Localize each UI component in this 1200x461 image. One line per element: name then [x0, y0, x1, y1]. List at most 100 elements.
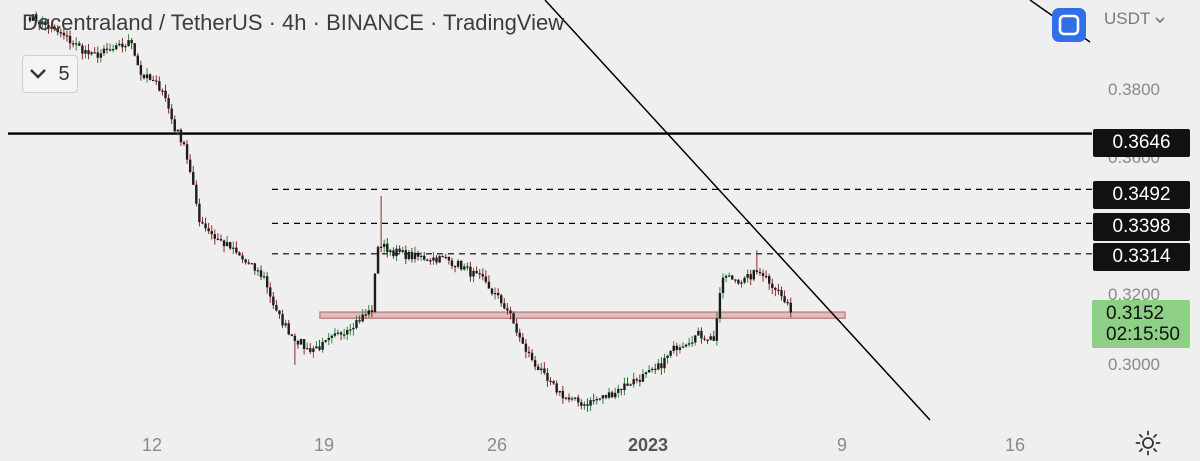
candle-body	[312, 348, 315, 352]
candle-body	[136, 55, 139, 66]
candle-body	[450, 260, 454, 267]
candle-body	[672, 345, 675, 351]
x-tick-label: 2023	[627, 435, 669, 455]
y-tick-label: 0.3200	[1108, 285, 1160, 304]
candle-body	[789, 302, 792, 313]
candle-body	[364, 314, 367, 316]
chevron-down-icon	[30, 69, 47, 79]
candle-body	[71, 43, 75, 45]
candle-body	[456, 260, 460, 267]
candle-body	[349, 329, 352, 331]
candle-body	[734, 279, 737, 281]
candle-body	[222, 240, 226, 247]
candle-body	[229, 242, 232, 249]
x-tick-label: 26	[486, 435, 508, 455]
candle-body	[727, 275, 731, 277]
candle-body	[225, 242, 229, 247]
candle-body	[290, 334, 293, 336]
candle-body	[34, 14, 38, 22]
candle-body	[419, 255, 423, 258]
candle-body	[373, 273, 377, 312]
candle-body	[580, 402, 583, 406]
candle-body	[564, 397, 568, 399]
candle-body	[185, 144, 189, 160]
candle-body	[647, 370, 651, 373]
candle-body	[638, 379, 642, 382]
candle-body	[265, 276, 269, 288]
candle-body	[561, 391, 565, 399]
candle-body	[358, 320, 361, 322]
candle-body	[650, 368, 654, 371]
currency-chevron-down-icon	[1155, 17, 1165, 24]
candle-body	[598, 398, 601, 400]
candle-body	[567, 397, 571, 400]
fullscreen-button[interactable]	[1052, 8, 1086, 42]
candle-body	[321, 341, 324, 350]
candle-body	[438, 256, 441, 263]
candle-body	[173, 119, 176, 132]
candle-body	[518, 332, 521, 338]
chart-title: Decentraland / TetherUS · 4h · BINANCE ·…	[22, 10, 565, 35]
candle-body	[718, 293, 722, 319]
candle-body	[669, 350, 672, 356]
candle-body	[93, 52, 96, 54]
candle-body	[654, 368, 657, 370]
candle-body	[700, 330, 703, 339]
candle-body	[161, 90, 164, 92]
candle-body	[626, 383, 629, 386]
level-label: 0.3492	[1093, 181, 1190, 209]
candle-body	[324, 340, 327, 342]
candle-body	[641, 374, 645, 382]
candle-body	[395, 248, 398, 257]
candle-body	[111, 49, 115, 51]
candle-body	[330, 335, 334, 338]
indicators-collapse-button[interactable]: 5	[22, 55, 78, 93]
x-tick-label: 19	[313, 435, 335, 455]
candle-body	[299, 339, 303, 345]
candle-body	[105, 48, 109, 50]
candle-body	[493, 293, 497, 295]
candle-body	[315, 346, 318, 349]
candle-body	[487, 281, 491, 289]
candle-body	[731, 275, 734, 280]
candle-body	[115, 45, 118, 50]
candle-body	[269, 287, 272, 297]
candle-body	[232, 247, 235, 249]
candle-body	[555, 383, 558, 393]
candle-body	[783, 296, 786, 303]
candle-body	[490, 288, 494, 294]
candle-body	[145, 74, 149, 79]
candle-body	[284, 323, 287, 326]
candle-body	[139, 65, 143, 75]
candle-body	[540, 368, 543, 371]
candle-body	[124, 46, 127, 48]
candle-body	[309, 348, 312, 352]
candle-body	[481, 274, 484, 277]
candle-body	[361, 314, 364, 322]
candle-body	[207, 228, 210, 232]
candle-body	[392, 250, 395, 257]
candle-body	[158, 81, 161, 91]
level-label: 0.3646	[1093, 129, 1190, 157]
chart-settings-button[interactable]	[1135, 430, 1161, 461]
candle-body	[179, 129, 183, 143]
candle-body	[401, 250, 404, 252]
candle-body	[678, 347, 682, 350]
candle-body	[558, 391, 561, 393]
candle-body	[28, 17, 32, 21]
candle-body	[342, 334, 346, 336]
candle-body	[210, 231, 213, 235]
candle-body	[786, 302, 789, 304]
candle-body	[201, 222, 204, 224]
candle-body	[614, 392, 617, 398]
candle-body	[506, 308, 509, 311]
candle-body	[604, 395, 608, 398]
currency-selector[interactable]: USDT	[1104, 9, 1165, 29]
candle-body	[287, 323, 290, 335]
candle-body	[595, 399, 598, 401]
candle-body	[118, 43, 121, 46]
candle-body	[389, 250, 392, 253]
candle-body	[432, 257, 435, 261]
